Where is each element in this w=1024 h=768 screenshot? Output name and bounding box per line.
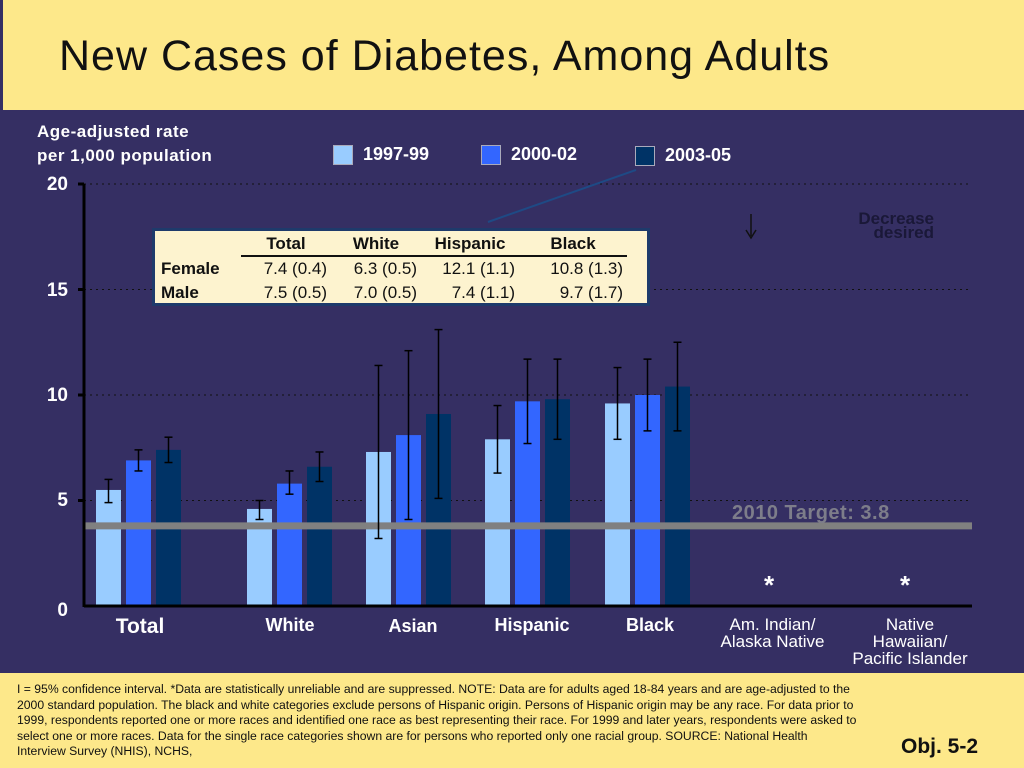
inset-table-cell: 7.0 (0.5) <box>353 283 417 302</box>
y-tick-label-15: 15 <box>46 280 68 301</box>
inset-table-header: Hispanic <box>421 233 519 257</box>
y-tick-label-0: 0 <box>57 600 68 621</box>
legend-swatch-2000-02 <box>481 144 501 165</box>
inset-table: Total White Hispanic Black Female 7.4 (0… <box>152 228 650 306</box>
suppressed-marker-native-hawaiian: * <box>900 570 911 600</box>
x-label-line: Pacific Islander <box>852 649 968 668</box>
y-tick-label-20: 20 <box>46 174 68 195</box>
inset-table-header: White <box>331 233 421 257</box>
inset-table-row-label: Male <box>161 283 199 302</box>
inset-table-cell: 7.4 (1.1) <box>451 283 515 302</box>
inset-table-cell: 10.8 (1.3) <box>550 259 623 278</box>
callout-line <box>487 169 637 223</box>
y-axis-label: Age-adjusted rate per 1,000 population <box>37 120 212 168</box>
title-banner: New Cases of Diabetes, Among Adults <box>0 0 1024 110</box>
x-label-white: White <box>265 615 315 635</box>
inset-table-header: Black <box>519 233 627 257</box>
objective-label: Obj. 5-2 <box>901 735 979 758</box>
annotation-line-1: Decrease <box>858 209 934 228</box>
footnote-text: I = 95% confidence interval. *Data are s… <box>17 682 857 758</box>
legend-label: 2003-05 <box>665 145 732 165</box>
legend-swatch-1997-99 <box>333 144 353 165</box>
x-label-total: Total <box>115 615 165 638</box>
bar-2000-02-0 <box>126 460 151 606</box>
page-title: New Cases of Diabetes, Among Adults <box>59 32 831 80</box>
x-label-line: Alaska Native <box>720 632 825 651</box>
legend-item-2003-05: 2003-05 <box>635 145 731 166</box>
inset-table-cell: 7.5 (0.5) <box>263 283 327 302</box>
y-tick-label-5: 5 <box>57 490 68 511</box>
inset-table-cell: 9.7 (1.7) <box>559 283 623 302</box>
inset-table-cell: 6.3 (0.5) <box>353 259 417 278</box>
y-axis-label-line-2: per 1,000 population <box>37 146 213 165</box>
x-label-line: Hawaiian/ <box>872 632 948 651</box>
footer-notes: I = 95% confidence interval. *Data are s… <box>0 673 1024 768</box>
x-label-asian: Asian <box>388 616 438 636</box>
y-tick-label-10: 10 <box>46 385 68 406</box>
legend-label: 1997-99 <box>363 144 430 164</box>
suppressed-marker-am-indian: * <box>764 570 775 600</box>
x-label-native-hawaiian: Native Hawaiian/ Pacific Islander <box>840 616 980 667</box>
x-label-line: Am. Indian/ <box>729 615 816 634</box>
legend-item-1997-99: 1997-99 <box>333 144 429 165</box>
decrease-desired-annotation: Decrease desired <box>836 209 934 242</box>
y-axis-label-line-1: Age-adjusted rate <box>37 122 190 141</box>
inset-table-cell: 12.1 (1.1) <box>442 259 515 278</box>
x-label-line: Native <box>885 615 935 634</box>
inset-table-row: Male 7.5 (0.5) 7.0 (0.5) 7.4 (1.1) 9.7 (… <box>157 281 627 305</box>
legend-label: 2000-02 <box>511 144 578 164</box>
bar-2000-02-1 <box>277 483 302 606</box>
legend-item-2000-02: 2000-02 <box>481 144 577 165</box>
inset-table-header: Total <box>241 233 331 257</box>
inset-table-grid: Total White Hispanic Black Female 7.4 (0… <box>157 233 627 305</box>
inset-table-row-label: Female <box>161 259 220 278</box>
inset-table-row: Female 7.4 (0.4) 6.3 (0.5) 12.1 (1.1) 10… <box>157 257 627 281</box>
legend-swatch-2003-05 <box>635 145 655 166</box>
bar-1997-99-0 <box>96 489 121 606</box>
annotation-line-2: desired <box>873 223 934 242</box>
target-label: 2010 Target: 3.8 <box>732 502 890 524</box>
x-label-hispanic: Hispanic <box>494 615 570 635</box>
inset-table-corner <box>157 233 241 257</box>
x-label-black: Black <box>625 615 675 635</box>
bar-2003-05-1 <box>307 466 332 606</box>
inset-table-cell: 7.4 (0.4) <box>263 259 327 278</box>
x-label-am-indian: Am. Indian/ Alaska Native <box>705 616 840 650</box>
down-arrow-head-icon <box>745 229 757 240</box>
